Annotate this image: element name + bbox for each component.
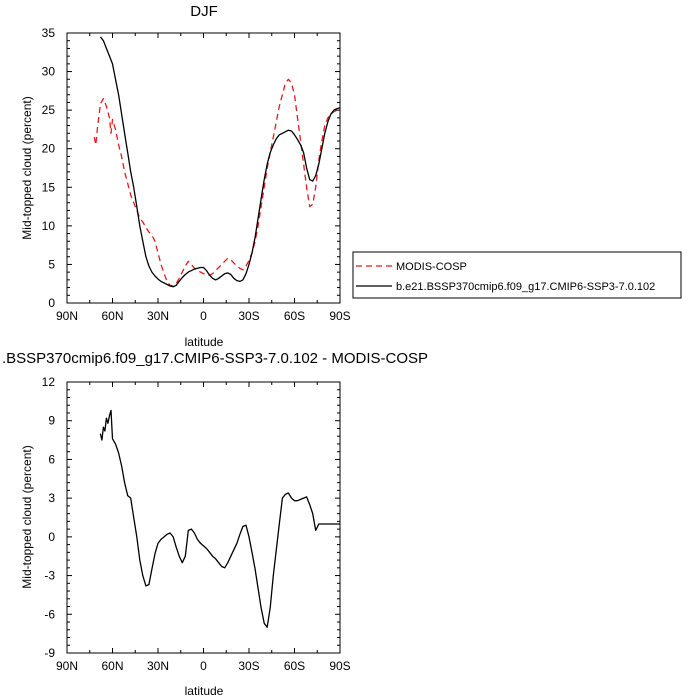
legend-label-modis: MODIS-COSP [396,261,467,273]
x-tick-label: 30N [147,659,169,673]
y-tick-label: -3 [44,569,55,583]
y-tick-label: 35 [42,26,56,40]
legend-label-model: b.e21.BSSP370cmip6.f09_g17.CMIP6-SSP3-7.… [396,281,655,293]
y-tick-label: 5 [48,257,55,271]
x-tick-label: 30N [147,309,169,323]
x-tick-label: 60S [284,309,305,323]
y-tick-label: 9 [48,414,55,428]
bottom-chart-title: .BSSP370cmip6.f09_g17.CMIP6-SSP3-7.0.102… [2,350,428,367]
x-tick-label: 60S [284,659,305,673]
y-tick-label: 15 [42,180,56,194]
top-x-axis-label: latitude [185,335,224,349]
y-tick-label: 25 [42,103,56,117]
x-tick-label: 90S [329,309,350,323]
top-series-line-0 [93,78,340,287]
top-y-axis-label: Mid-topped cloud (percent) [20,96,34,239]
y-tick-label: 12 [42,375,56,389]
bottom-series-line-0 [99,409,340,628]
x-tick-label: 60N [101,659,123,673]
y-tick-label: 10 [42,219,56,233]
x-tick-label: 0 [200,309,207,323]
bottom-series-lines [99,409,340,628]
x-tick-label: 30S [238,309,259,323]
top-series-lines [93,36,341,288]
x-tick-label: 90S [329,659,350,673]
top-panel: DJF 90N 60N 30N 0 30S 60S 90S 0 5 10 15 20 25 30 35 la… [20,3,351,349]
bottom-x-axis-label: latitude [185,684,224,698]
y-tick-label: 30 [42,65,56,79]
legend-box [352,251,682,299]
top-series-line-1 [99,36,341,288]
x-tick-label: 0 [200,659,207,673]
y-tick-label: -6 [44,607,55,621]
y-tick-label: -9 [44,646,55,660]
y-tick-label: 6 [48,452,55,466]
top-plot-frame [66,32,341,304]
y-tick-label: 20 [42,142,56,156]
bottom-panel: .BSSP370cmip6.f09_g17.CMIP6-SSP3-7.0.102… [2,350,428,698]
y-tick-label: 3 [48,491,55,505]
bottom-y-axis-label: Mid-topped cloud (percent) [20,445,34,588]
legend: MODIS-COSP b.e21.BSSP370cmip6.f09_g17.CM… [352,251,682,299]
x-tick-label: 60N [101,309,123,323]
top-axis-ticks: 90N 60N 30N 0 30S 60S 90S 0 5 10 15 20 25 30 35 [42,26,351,323]
x-tick-label: 90N [56,309,78,323]
x-tick-label: 90N [56,659,78,673]
y-tick-label: 0 [48,296,55,310]
x-tick-label: 30S [238,659,259,673]
bottom-axis-ticks: 90N 60N 30N 0 30S 60S 90S -9 -6 -3 0 3 6 9 12 [42,375,351,673]
y-tick-label: 0 [48,530,55,544]
top-chart-title: DJF [190,3,218,20]
